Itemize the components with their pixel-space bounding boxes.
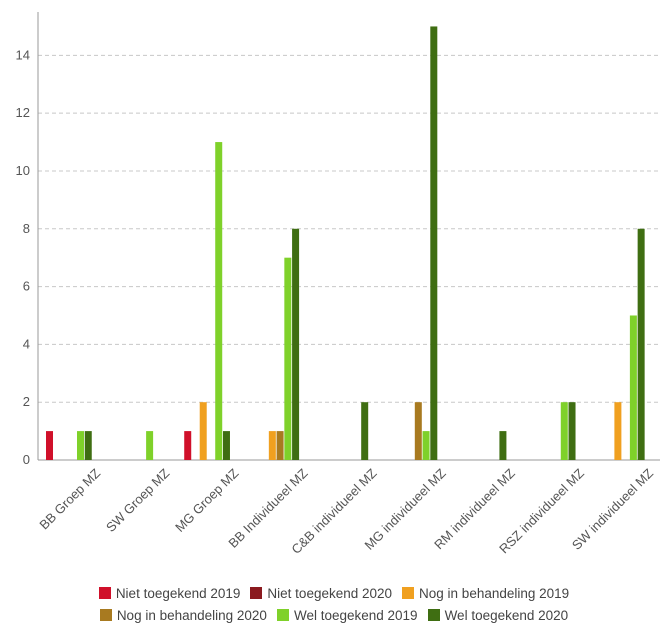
y-tick-label: 4 — [23, 336, 30, 351]
bar — [222, 431, 230, 460]
y-tick-label: 12 — [16, 105, 30, 120]
bar — [77, 431, 84, 460]
bar — [284, 257, 292, 460]
bar — [46, 431, 53, 460]
legend-row-2: Nog in behandeling 2020 Wel toegekend 20… — [0, 604, 668, 626]
legend-label: Wel toegekend 2019 — [293, 607, 418, 623]
bar — [292, 228, 300, 460]
bar — [614, 402, 622, 460]
legend-label: Wel toegekend 2020 — [444, 607, 569, 623]
bar — [146, 431, 154, 460]
legend-swatch — [402, 587, 415, 599]
legend-item-wel-toegekend-2019[interactable]: Wel toegekend 2019 — [276, 607, 418, 623]
y-tick-label: 14 — [16, 47, 30, 62]
bar — [268, 431, 276, 460]
legend-swatch — [98, 587, 111, 599]
legend-label: Nog in behandeling 2020 — [116, 607, 267, 623]
legend-item-niet-toegekend-2020[interactable]: Niet toegekend 2020 — [250, 586, 392, 601]
legend-item-nog-in-behandeling-2020[interactable]: Nog in behandeling 2020 — [99, 607, 267, 623]
x-tick-label: BB Groep MZ — [36, 465, 103, 532]
bar — [84, 431, 92, 460]
legend: Niet toegekend 2019 Niet toegekend 2020 … — [0, 582, 668, 626]
legend-label: Nog in behandeling 2019 — [419, 585, 570, 601]
y-tick-label: 10 — [16, 163, 30, 178]
x-tick-label: MG Groep MZ — [172, 465, 241, 534]
bar-chart-svg: 0 2 4 6 8 10 12 14 BB Groep MZ SW Groep MZ MG Groe… — [16, 12, 660, 557]
legend-row-1: Niet toegekend 2019 Niet toegekend 2020 … — [0, 582, 668, 604]
bar — [499, 431, 507, 460]
bar — [430, 26, 438, 461]
bar — [560, 402, 568, 460]
bar — [276, 431, 284, 460]
bar — [422, 431, 430, 460]
y-tick-label: 6 — [23, 279, 30, 294]
y-tick-label: 2 — [23, 394, 30, 409]
legend-item-wel-toegekend-2020[interactable]: Wel toegekend 2020 — [427, 607, 569, 623]
y-tick-label: 8 — [23, 221, 30, 236]
bar — [414, 402, 422, 460]
x-tick-label: SW Groep MZ — [103, 465, 172, 534]
bar — [629, 315, 637, 460]
bar — [215, 142, 223, 460]
legend-swatch — [276, 609, 289, 621]
bar — [568, 402, 576, 460]
legend-label: Niet toegekend 2019 — [115, 585, 241, 601]
bar — [361, 402, 369, 460]
legend-item-nog-in-behandeling-2019[interactable]: Nog in behandeling 2019 — [402, 586, 569, 601]
bar — [637, 228, 645, 460]
legend-swatch — [427, 609, 440, 621]
legend-swatch — [99, 609, 112, 621]
legend-item-niet-toegekend-2019[interactable]: Niet toegekend 2019 — [98, 585, 241, 601]
bar — [199, 402, 207, 460]
legend-label: Niet toegekend 2020 — [267, 585, 393, 601]
bar — [184, 431, 192, 460]
y-tick-label: 0 — [23, 452, 30, 467]
legend-swatch — [250, 587, 263, 599]
